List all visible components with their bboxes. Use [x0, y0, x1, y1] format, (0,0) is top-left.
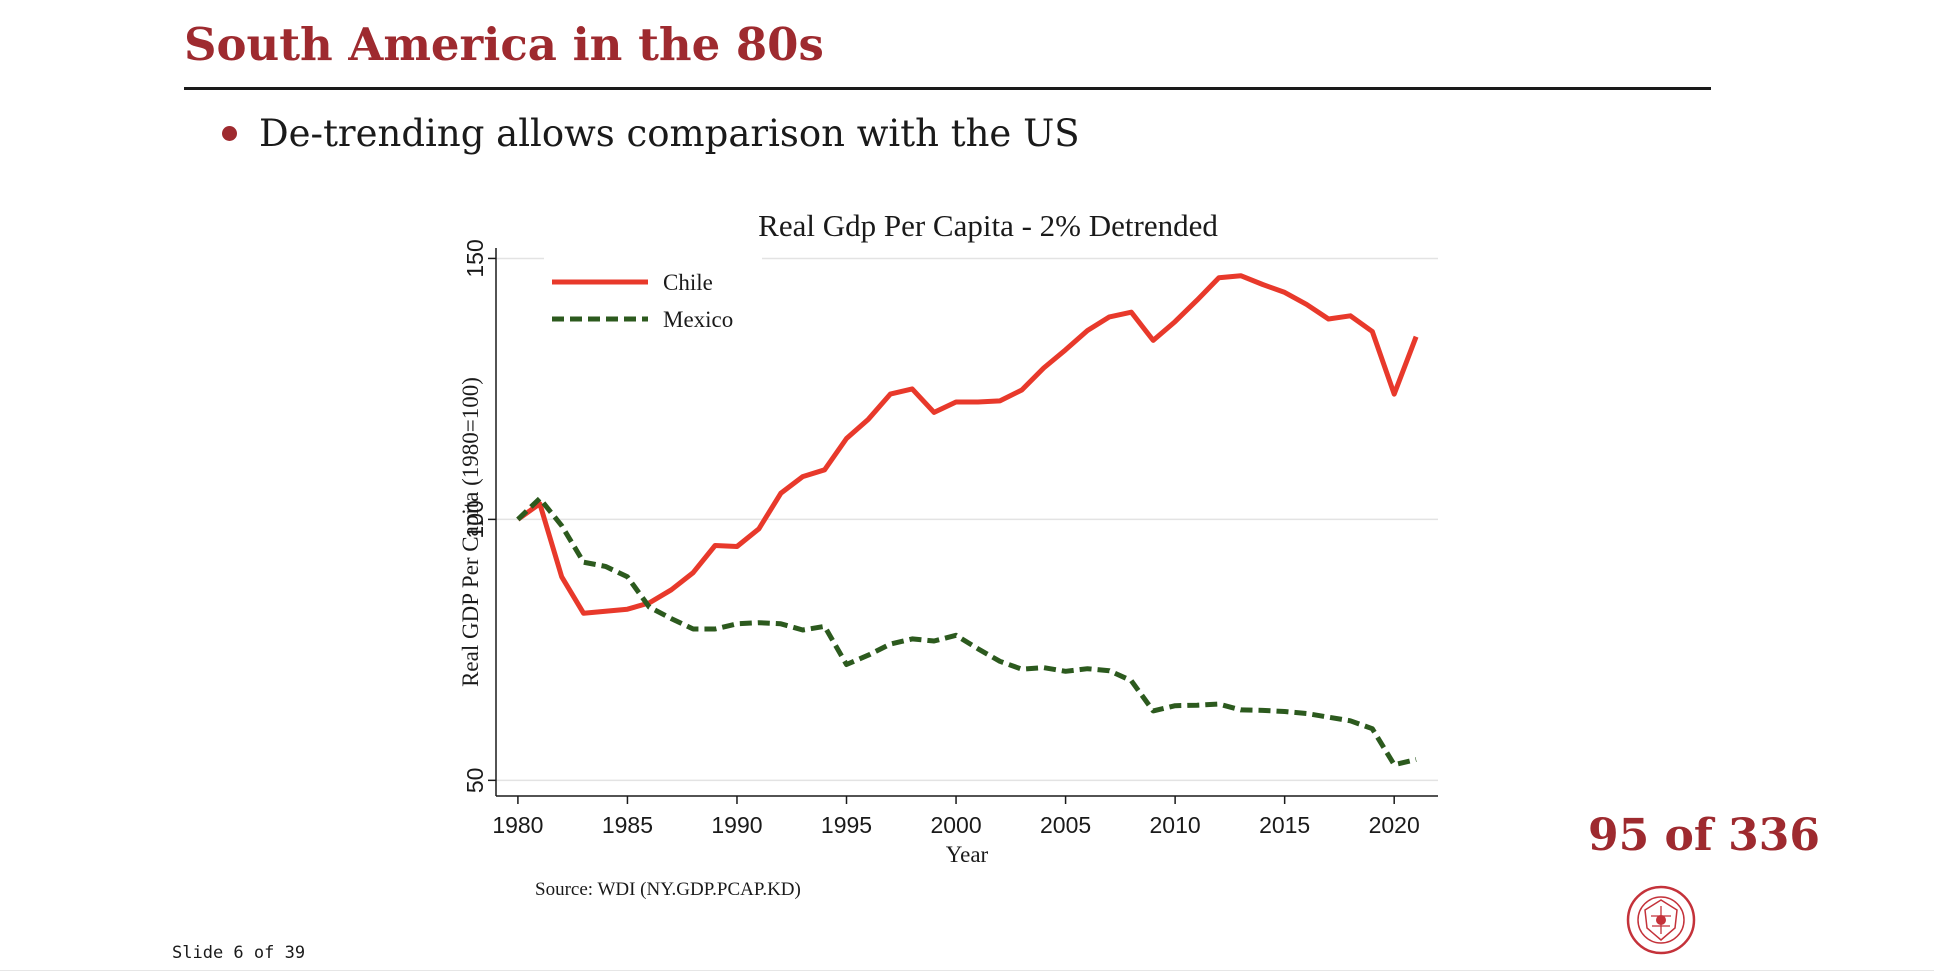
university-seal-icon	[1626, 885, 1696, 955]
slide-counter: 95 of 336	[1588, 810, 1820, 861]
x-tick-label: 2020	[1369, 812, 1420, 838]
x-tick-label: 1995	[821, 812, 872, 838]
series-line-chile	[516, 273, 1419, 616]
x-axis-title: Year	[946, 842, 989, 867]
slide-footer: Slide 6 of 39	[172, 943, 306, 963]
x-tick-label: 2005	[1040, 812, 1091, 838]
bullet-dot-icon	[222, 126, 237, 141]
x-tick-label: 2000	[930, 812, 981, 838]
legend-label-mexico: Mexico	[663, 307, 733, 332]
title-divider	[184, 87, 1711, 90]
x-tick-label: 1985	[602, 812, 653, 838]
x-tick-label: 2015	[1259, 812, 1310, 838]
x-tick-label: 1990	[711, 812, 762, 838]
chart-title: Real Gdp Per Capita - 2% Detrended	[758, 208, 1218, 243]
bullet-text: De-trending allows comparison with the U…	[259, 112, 1080, 155]
legend-box	[544, 254, 762, 338]
legend-label-chile: Chile	[663, 270, 713, 295]
slide-title: South America in the 80s	[184, 18, 824, 71]
series-line-mexico	[516, 496, 1417, 768]
x-tick-label: 2010	[1150, 812, 1201, 838]
y-axis-title: Real GDP Per Capita (1980=100)	[458, 377, 483, 687]
bottom-divider	[0, 970, 1934, 971]
y-tick-label: 50	[462, 768, 488, 794]
x-tick-label: 1980	[492, 812, 543, 838]
bullet-item: De-trending allows comparison with the U…	[222, 112, 1080, 155]
y-tick-label: 150	[462, 239, 488, 277]
y-tick-label: 100	[462, 500, 488, 538]
chart-source-note: Source: WDI (NY.GDP.PCAP.KD)	[535, 879, 801, 900]
